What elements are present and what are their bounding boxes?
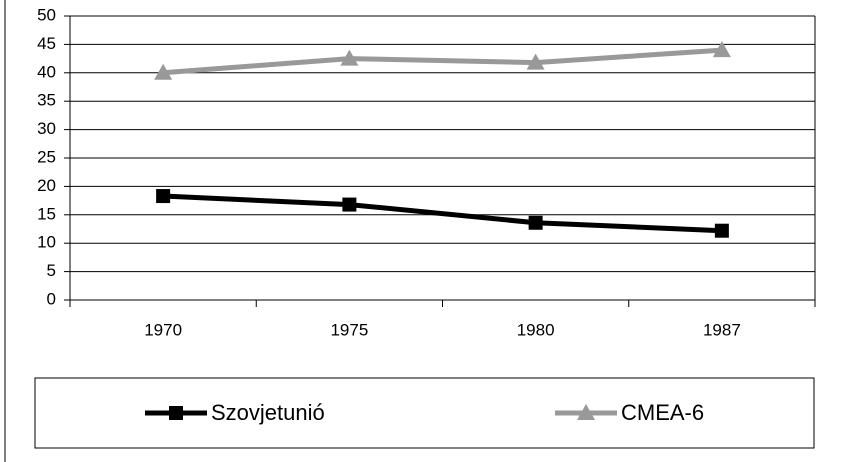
legend-marker <box>577 404 595 420</box>
legend-marker <box>169 406 183 420</box>
y-tick-label: 5 <box>47 261 56 280</box>
y-tick-label: 0 <box>47 289 56 308</box>
point <box>340 49 359 66</box>
legend-label: CMEA-6 <box>621 400 704 425</box>
x-tick-label: 1980 <box>517 320 555 339</box>
point <box>156 189 171 204</box>
point <box>526 53 545 70</box>
point <box>154 63 173 80</box>
legend-label: Szovjetunió <box>211 400 325 425</box>
y-tick-label: 20 <box>37 176 56 195</box>
point <box>712 41 731 58</box>
y-tick-label: 15 <box>37 204 56 223</box>
y-tick-label: 30 <box>37 119 56 138</box>
point <box>528 215 543 230</box>
legend-box <box>34 377 815 449</box>
y-tick-label: 40 <box>37 62 56 81</box>
frame <box>4 0 6 462</box>
y-tick-label: 45 <box>37 34 56 53</box>
series-line <box>163 193 722 234</box>
series-line <box>162 47 723 76</box>
x-tick-label: 1975 <box>330 320 368 339</box>
x-tick-label: 1987 <box>703 320 741 339</box>
point <box>342 197 357 212</box>
y-tick-label: 25 <box>37 147 56 166</box>
y-tick-label: 35 <box>37 91 56 110</box>
point <box>714 223 729 238</box>
y-tick-label: 10 <box>37 233 56 252</box>
y-tick-label: 50 <box>37 5 56 24</box>
x-tick-label: 1970 <box>144 320 182 339</box>
